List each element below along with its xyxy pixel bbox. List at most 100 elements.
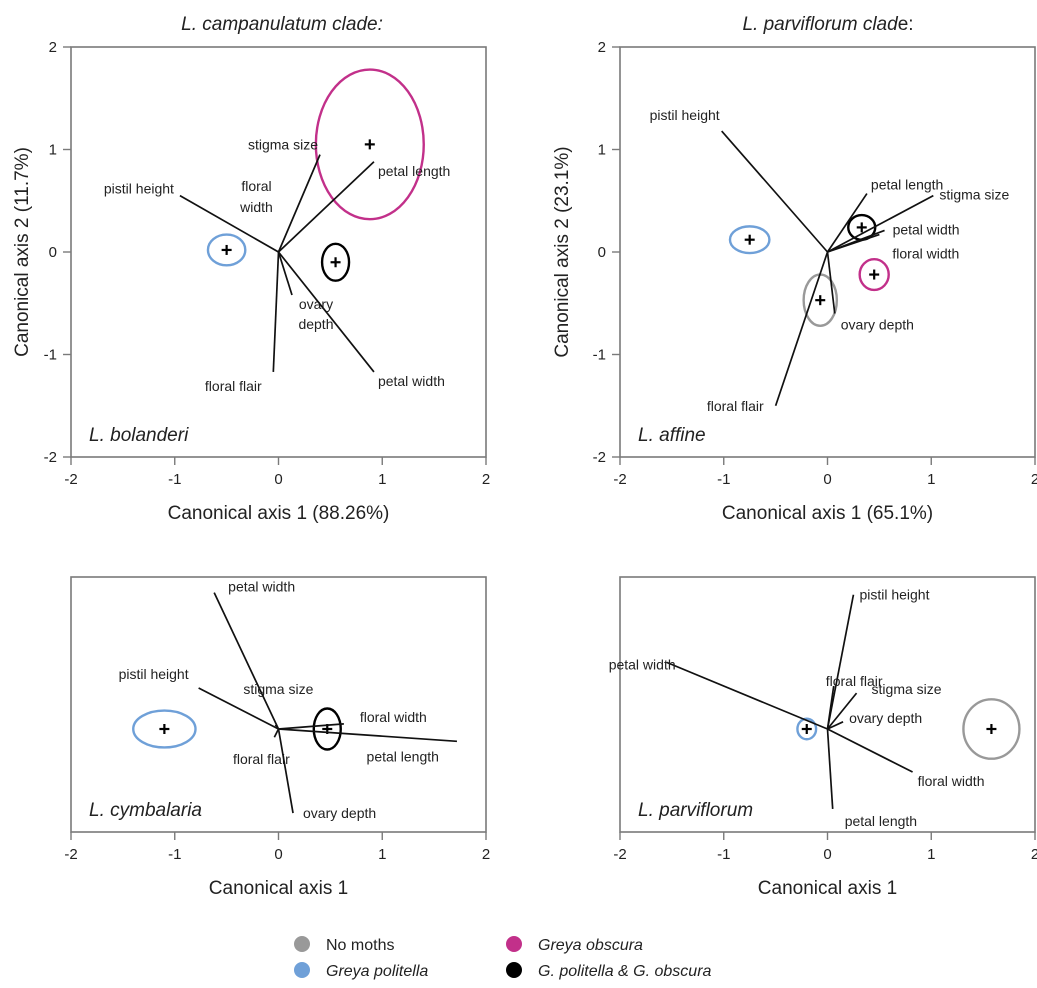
x-axis-label: Canonical axis 1 <box>209 878 348 899</box>
vector-label-floral-width: floral width <box>918 773 985 789</box>
legend-label: Greya obscura <box>538 937 643 954</box>
x-tick-label: 0 <box>823 846 831 863</box>
plot-frame <box>619 576 1036 833</box>
x-tick-label: 1 <box>927 846 935 863</box>
vector-label-stigma-size: stigma size <box>243 681 313 697</box>
vector-label-ovary-depth: ovary depth <box>303 805 376 821</box>
x-tick-label: 2 <box>482 471 490 488</box>
vector-floral-flair <box>272 251 280 372</box>
vector-label-petal-length: petal length <box>871 177 943 193</box>
vector-pistil-height <box>179 194 279 253</box>
vector-label-pistil-height: pistil height <box>650 107 720 123</box>
vector-petal-length <box>826 193 868 253</box>
vector-label-floral-flair: floral flair <box>826 673 883 689</box>
vector-label-floral-width: floral width <box>892 246 959 262</box>
legend-item-no-moths: No moths <box>294 936 394 954</box>
ellipse-no-moths <box>962 698 1021 760</box>
y-axis-label: Canonical axis 2 (23.1%) <box>552 146 573 357</box>
x-tick-label: 0 <box>823 471 831 488</box>
vector-label-stigma-size: stigma size <box>872 681 942 697</box>
y-tick-label: -2 <box>44 449 57 466</box>
ellipse-greya-obscura <box>314 68 425 221</box>
vector-label-line: width <box>239 199 273 215</box>
centroid-cross-greya-politella <box>744 234 755 245</box>
vector-stigma-size <box>277 154 321 253</box>
vector-label-petal-width: petal width <box>893 221 960 237</box>
centroid-cross-no-moths <box>986 724 997 734</box>
vector-petal-width <box>666 661 828 730</box>
y-tick-label: 1 <box>49 142 57 159</box>
panel-l-affine: -2 -1 0 1 2 Canonical axis 1 (65.1%) -2 -1 0 1 2 Ca… <box>552 39 1037 524</box>
x-tick-label: 1 <box>927 471 935 488</box>
vector-label-floral-width: floral width <box>239 178 273 215</box>
vector-petal-width <box>277 251 375 373</box>
panel-l-parviflorum: -2 -1 0 1 2 Canonical axis 1 pistil height peta… <box>609 576 1037 899</box>
vector-label-petal-width: petal width <box>228 579 295 595</box>
x-tick-label: 2 <box>1031 846 1037 863</box>
heading-right-tail: e: <box>898 14 914 35</box>
vector-floral-width <box>827 233 880 253</box>
x-tick-label: -2 <box>64 471 77 488</box>
ellipse-greya-politella <box>728 225 771 255</box>
vector-label-stigma-size: stigma size <box>248 137 318 153</box>
heading-left: L. campanulatum clade: <box>181 14 383 35</box>
plot-frame <box>70 576 487 833</box>
vector-label-petal-length: petal length <box>367 748 439 764</box>
y-axis-label: Canonical axis 2 (11.7%) <box>12 147 33 357</box>
x-axis-label: Canonical axis 1 <box>758 878 897 899</box>
y-tick-label: 2 <box>598 39 606 56</box>
vector-label-ovary-depth: ovary depth <box>841 317 914 333</box>
x-tick-label: 1 <box>378 471 386 488</box>
y-tick-label: -1 <box>593 347 606 364</box>
vector-floral-flair <box>826 685 835 730</box>
ellipse-g-politella-g-obscura <box>320 242 351 282</box>
centroid-cross-greya-politella <box>159 724 170 734</box>
vector-label-petal-length: petal length <box>378 163 450 179</box>
vector-pistil-height <box>198 687 279 730</box>
x-tick-label: 2 <box>482 846 490 863</box>
legend-swatch <box>294 936 310 952</box>
vector-label-line: depth <box>298 316 333 332</box>
species-label: L. parviflorum <box>638 800 753 821</box>
vector-label-floral-flair: floral flair <box>707 398 764 414</box>
vector-stigma-size <box>827 194 934 253</box>
species-label: L. cymbalaria <box>89 800 202 821</box>
vector-floral-width <box>278 723 344 730</box>
x-tick-label: 1 <box>378 846 386 863</box>
x-tick-label: -1 <box>168 471 181 488</box>
legend-item-greya-politella: Greya politella <box>294 962 428 980</box>
x-tick-label: -1 <box>717 471 730 488</box>
y-tick-label: -1 <box>44 347 57 364</box>
ellipse-greya-obscura <box>858 257 890 292</box>
vector-pistil-height <box>826 594 855 730</box>
centroid-cross-greya-politella <box>801 724 812 734</box>
x-tick-label: -2 <box>64 846 77 863</box>
y-tick-label: 2 <box>49 39 57 56</box>
legend-label: Greya politella <box>326 963 428 980</box>
vector-ovary-depth <box>277 251 293 296</box>
panel-l-bolanderi: -2 -1 0 1 2 Canonical axis 1 (88.26%) -2 -1 0 1 2 C… <box>12 39 490 524</box>
legend-item-g-politella-g-obscura: G. politella & G. obscura <box>506 962 712 980</box>
x-tick-label: 0 <box>274 846 282 863</box>
panel-l-cymbalaria: -2 -1 0 1 2 Canonical axis 1 petal width pistil… <box>64 576 490 899</box>
vector-label-pistil-height: pistil height <box>104 181 174 197</box>
ellipse-greya-politella <box>206 233 247 267</box>
legend-label: No moths <box>326 937 394 954</box>
vector-stigma-size <box>274 724 280 730</box>
legend-label: G. politella & G. obscura <box>538 963 712 980</box>
vector-ovary-depth <box>827 721 844 730</box>
legend: No moths Greya politella Greya obscura G. p… <box>294 936 712 980</box>
vector-ovary-depth <box>826 251 836 314</box>
x-tick-label: -2 <box>613 846 626 863</box>
x-tick-label: -1 <box>717 846 730 863</box>
heading-right-main: L. parviflorum clad <box>742 14 899 35</box>
vector-petal-length <box>277 161 375 253</box>
x-axis-label: Canonical axis 1 (65.1%) <box>722 503 933 524</box>
legend-item-greya-obscura: Greya obscura <box>506 936 643 954</box>
vector-label-pistil-height: pistil height <box>859 587 929 603</box>
centroid-cross-greya-politella <box>221 244 232 255</box>
vector-pistil-height <box>721 130 829 253</box>
vector-floral-width <box>827 728 913 773</box>
legend-swatch <box>506 962 522 978</box>
